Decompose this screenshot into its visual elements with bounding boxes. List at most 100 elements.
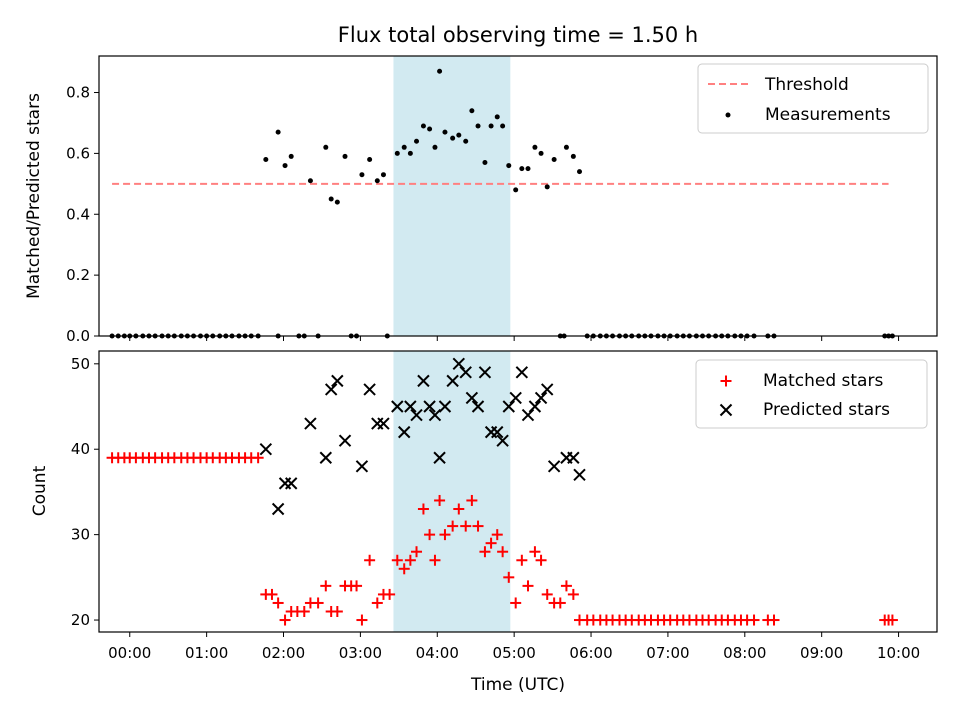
- matched-point: [886, 614, 898, 626]
- matched-point: [447, 520, 459, 532]
- matched-point: [503, 571, 515, 583]
- bottom-shaded-span: [393, 351, 511, 632]
- top-y-tick-label: 0.4: [66, 205, 90, 223]
- bottom-x-tick-label: 03:00: [339, 644, 382, 662]
- measurement-point: [437, 68, 443, 74]
- top-axes-frame: [98, 55, 938, 337]
- matched-point: [298, 606, 310, 618]
- measurement-point: [563, 144, 569, 150]
- matched-point: [497, 546, 509, 558]
- legend-predicted-label: Predicted stars: [763, 400, 890, 420]
- measurement-point: [544, 184, 550, 190]
- predicted-point: [491, 425, 504, 439]
- matched-point: [279, 614, 291, 626]
- legend-threshold-label: Threshold: [764, 75, 849, 95]
- predicted-point: [478, 366, 492, 379]
- measurement-point: [407, 150, 413, 156]
- matched-point: [331, 606, 343, 618]
- predicted-point: [371, 417, 384, 430]
- measurement-point: [414, 138, 420, 144]
- measurement-point: [450, 135, 456, 141]
- bottom-axes-frame: [98, 350, 938, 633]
- bottom-y-tick-label: 30: [71, 526, 90, 544]
- measurement-point: [513, 187, 519, 193]
- bottom-x-tick-label: 02:00: [262, 644, 305, 662]
- matched-point: [417, 503, 429, 515]
- chart-title: Flux total observing time = 1.50 h: [338, 23, 698, 47]
- predicted-point: [438, 400, 452, 413]
- bottom-x-tick-label: 10:00: [877, 644, 920, 662]
- matched-point: [472, 520, 484, 532]
- matched-point: [541, 588, 553, 600]
- matched-point: [272, 597, 284, 609]
- predicted-point: [377, 417, 390, 430]
- measurement-point: [525, 166, 531, 172]
- predicted-point: [465, 391, 479, 405]
- measurement-point: [432, 144, 438, 150]
- measurement-point: [342, 153, 348, 159]
- measurement-point: [394, 150, 400, 156]
- top-y-axis-label: Matched/Predicted stars: [24, 93, 44, 299]
- measurement-point: [420, 123, 426, 129]
- matched-point: [522, 580, 534, 592]
- matched-point: [364, 554, 376, 566]
- predicted-point: [259, 443, 273, 456]
- predicted-point: [547, 460, 561, 473]
- measurement-point: [275, 129, 281, 135]
- measurement-point: [494, 114, 500, 120]
- measurement-point: [475, 123, 481, 129]
- predicted-points: [259, 357, 586, 516]
- top-y-tick-label: 0.8: [66, 84, 90, 102]
- measurement-point: [282, 163, 288, 169]
- measurement-point: [506, 163, 512, 169]
- matched-point: [266, 588, 278, 600]
- top-panel: 0.00.20.40.60.8 Matched/Predicted stars …: [24, 55, 938, 345]
- matched-point: [320, 580, 332, 592]
- predicted-point: [452, 357, 466, 371]
- measurement-point: [532, 144, 538, 150]
- measurement-point: [427, 126, 433, 132]
- matched-point: [356, 614, 368, 626]
- matched-point: [554, 597, 566, 609]
- predicted-point: [496, 434, 509, 447]
- measurement-point: [288, 153, 294, 159]
- measurement-point: [469, 108, 475, 114]
- predicted-point: [515, 366, 529, 379]
- predicted-point: [573, 468, 586, 482]
- measurement-point: [500, 123, 506, 129]
- bottom-x-tick-label: 05:00: [493, 644, 536, 662]
- matched-point: [398, 563, 410, 575]
- bottom-x-tick-label: 09:00: [800, 644, 843, 662]
- predicted-point: [331, 374, 344, 388]
- matched-point: [351, 580, 363, 592]
- top-y-tick-label: 0.6: [66, 144, 90, 162]
- legend-matched-marker: [720, 375, 732, 387]
- predicted-point: [417, 374, 430, 388]
- predicted-point: [398, 425, 411, 439]
- bottom-y-tick-label: 50: [71, 355, 90, 373]
- legend-matched-label: Matched stars: [763, 371, 883, 391]
- bottom-y-tick-label: 40: [71, 440, 90, 458]
- bottom-y-tick-label: 20: [71, 611, 90, 629]
- measurement-point: [456, 132, 462, 138]
- legend-matched-swatch: [720, 375, 732, 387]
- matched-point: [516, 554, 528, 566]
- measurement-point: [323, 144, 329, 150]
- predicted-point: [355, 460, 369, 473]
- predicted-point: [534, 391, 548, 405]
- predicted-point: [410, 408, 423, 422]
- predicted-point: [428, 408, 442, 422]
- predicted-point: [319, 451, 333, 464]
- measurement-point: [519, 166, 525, 172]
- legend-measurement-label: Measurements: [765, 105, 891, 125]
- predicted-point: [423, 400, 436, 413]
- matched-point: [529, 546, 541, 558]
- matched-point: [460, 520, 472, 532]
- predicted-point: [304, 417, 317, 430]
- measurement-point: [463, 138, 469, 144]
- predicted-point: [433, 451, 446, 464]
- predicted-point: [528, 400, 542, 413]
- matched-point: [510, 597, 522, 609]
- predicted-point: [459, 366, 472, 379]
